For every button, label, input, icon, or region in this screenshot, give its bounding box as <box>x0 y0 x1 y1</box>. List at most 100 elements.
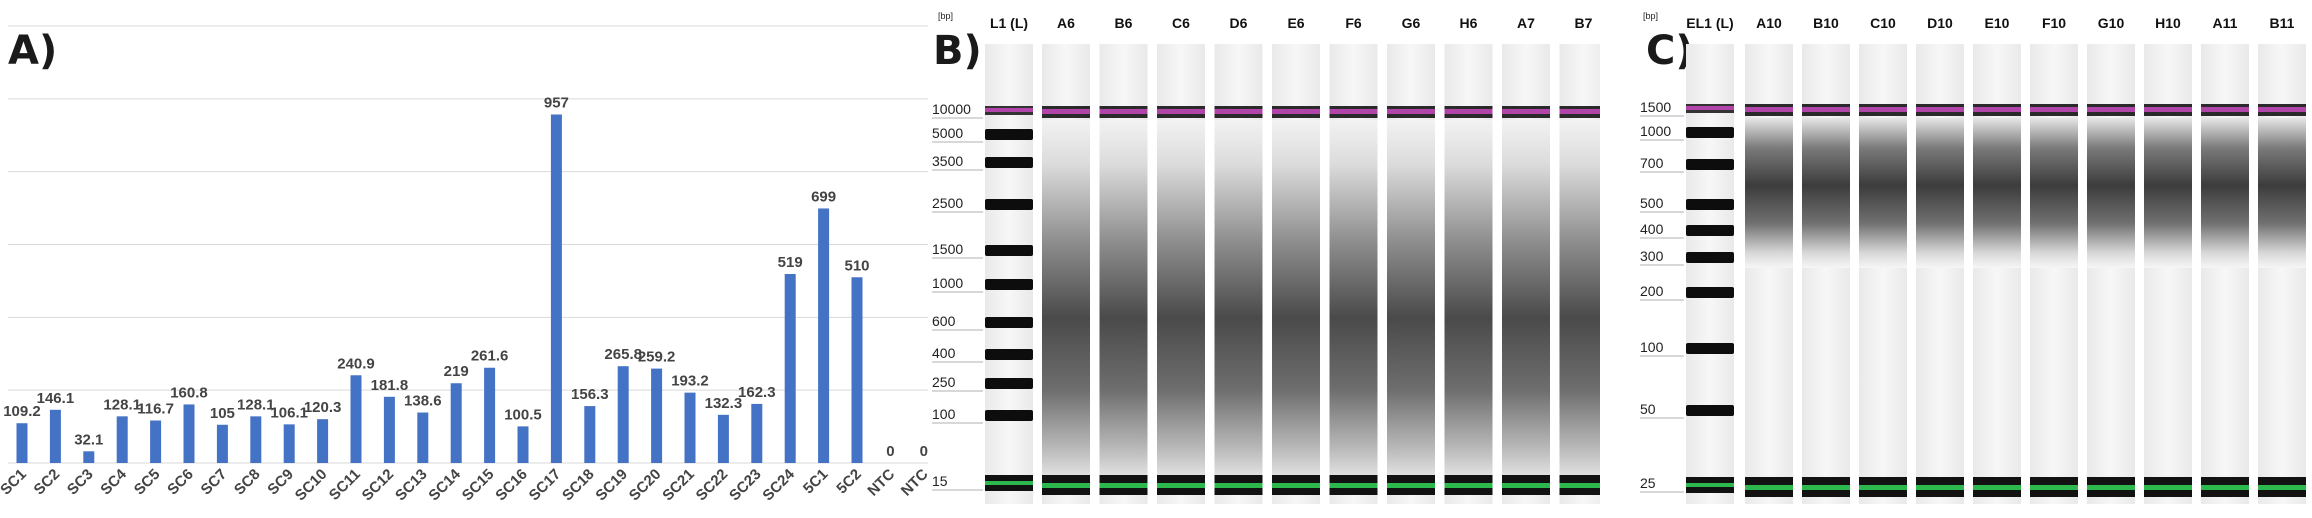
ladder-upper-marker <box>1686 106 1734 110</box>
upper-marker <box>2030 107 2078 112</box>
lane-label: G6 <box>1402 15 1421 31</box>
lane-label: D6 <box>1230 15 1248 31</box>
lane-label: G10 <box>2098 15 2125 31</box>
data-label: 128.1 <box>237 396 275 413</box>
lane-label: H6 <box>1460 15 1478 31</box>
ladder-band <box>1686 199 1734 210</box>
x-tick-label: SC21 <box>659 466 698 505</box>
x-tick-label: SC19 <box>592 466 631 505</box>
x-tick-label: SC15 <box>459 466 498 505</box>
ladder-lane <box>985 44 1033 504</box>
bar <box>584 406 596 463</box>
ladder-band <box>985 378 1033 389</box>
x-tick-label: SC22 <box>693 466 732 505</box>
lower-marker <box>2030 485 2078 490</box>
lower-marker <box>1916 485 1964 490</box>
bar <box>250 416 262 463</box>
sample-smear <box>1099 120 1148 480</box>
sample-smear <box>2144 118 2192 268</box>
upper-marker <box>1042 109 1090 114</box>
sample-smear <box>1502 120 1550 480</box>
x-tick-label: SC5 <box>131 466 164 499</box>
data-label: 109.2 <box>3 403 41 420</box>
gel-image-b: [bp] L1 (L) 10000 5000 3500 2500 1500 1000 600 40… <box>932 11 1600 504</box>
ladder-band <box>985 199 1033 210</box>
lower-marker <box>1802 485 1850 490</box>
bp-unit-label: [bp] <box>1643 11 1658 21</box>
x-tick-label: SC12 <box>359 466 398 505</box>
bp-size-label: 2500 <box>932 195 963 211</box>
bp-size-label: 5000 <box>932 125 963 141</box>
x-tick-label: SC13 <box>392 466 431 505</box>
ladder-band <box>985 410 1033 421</box>
upper-marker <box>1559 109 1600 114</box>
sample-smear <box>1559 120 1600 480</box>
ladder-band <box>1686 343 1734 354</box>
bar <box>751 403 763 463</box>
ladder-band <box>985 245 1033 256</box>
ladder-lane <box>1686 44 1734 504</box>
data-label: 132.3 <box>705 395 743 412</box>
sample-smear <box>1802 118 1850 268</box>
ladder-band <box>985 317 1033 328</box>
x-tick-label: SC4 <box>97 465 130 498</box>
ladder-lower-marker <box>1686 483 1734 487</box>
upper-marker <box>1329 109 1378 114</box>
lower-marker <box>1214 483 1263 488</box>
sample-smear <box>1916 118 1964 268</box>
bp-size-label: 1000 <box>1640 123 1671 139</box>
data-label: 0 <box>920 443 928 460</box>
lower-marker <box>1042 483 1090 488</box>
upper-marker <box>1502 109 1550 114</box>
bar <box>617 366 629 463</box>
panel-c-label: C) <box>1646 28 1694 74</box>
x-tick-label: 5C1 <box>800 466 831 497</box>
bar-chart: 109.2 SC1 146.1 SC2 32.1 SC3 128.1 SC4 116.7 SC5 1… <box>0 25 930 505</box>
ladder-upper-marker <box>985 108 1033 112</box>
bar <box>550 114 562 464</box>
bar <box>16 423 28 463</box>
data-label: 160.8 <box>170 384 208 401</box>
data-label: 181.8 <box>371 377 409 394</box>
gel-image-c: [bp] EL1 (L) 1500 1000 700 500 400 300 200 100 50 2… <box>1640 11 2306 504</box>
upper-marker <box>2087 107 2135 112</box>
upper-marker <box>1387 109 1435 114</box>
lower-marker <box>1559 483 1600 488</box>
bar <box>784 273 796 463</box>
upper-marker <box>1973 107 2021 112</box>
bp-size-label: 400 <box>1640 221 1664 237</box>
bp-size-label: 500 <box>1640 195 1664 211</box>
ladder-band <box>1686 159 1734 170</box>
upper-marker <box>1859 107 1907 112</box>
sample-smear <box>2087 118 2135 268</box>
lower-marker <box>2087 485 2135 490</box>
bp-size-label: 100 <box>932 406 956 422</box>
x-tick-label: 5C2 <box>833 466 864 497</box>
ladder-band <box>1686 287 1734 298</box>
ladder-band <box>985 349 1033 360</box>
lower-marker <box>1099 483 1148 488</box>
sample-smear <box>1745 118 1793 268</box>
data-label: 116.7 <box>137 401 174 418</box>
ladder-band <box>1686 127 1734 138</box>
lane-label: A11 <box>2213 15 2238 31</box>
x-tick-label: NTC <box>864 466 898 500</box>
upper-marker <box>1745 107 1793 112</box>
upper-marker <box>2201 107 2249 112</box>
x-tick-label: SC16 <box>492 466 531 505</box>
ladder-band <box>1686 225 1734 236</box>
lane-label: E10 <box>1985 15 2010 31</box>
ladder-band <box>1686 405 1734 416</box>
bar <box>684 392 696 463</box>
sample-smear <box>1272 120 1320 480</box>
sample-smear <box>1214 120 1263 480</box>
upper-marker <box>1272 109 1320 114</box>
data-label: 120.3 <box>304 399 342 416</box>
data-label: 193.2 <box>671 373 709 390</box>
bar <box>216 424 228 463</box>
upper-marker <box>1214 109 1263 114</box>
data-label: 265.8 <box>604 346 642 363</box>
panel-a-label: A) <box>8 28 58 74</box>
x-tick-label: SC8 <box>231 466 264 499</box>
bp-size-label: 300 <box>1640 248 1664 264</box>
